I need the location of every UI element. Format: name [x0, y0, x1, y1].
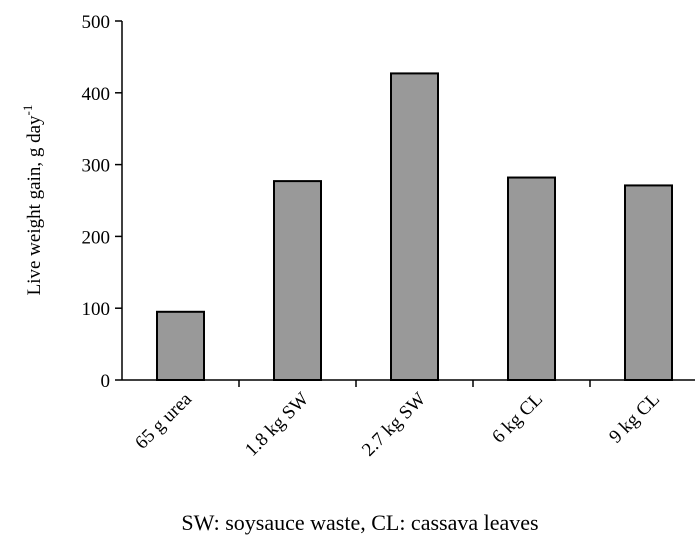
- footnote: SW: soysauce waste, CL: cassava leaves: [181, 510, 538, 535]
- y-tick-label: 400: [82, 84, 111, 105]
- x-tick-label: 6 kg CL: [488, 389, 547, 448]
- x-tick-label: 65 g urea: [131, 388, 196, 453]
- bar: [507, 176, 556, 381]
- x-tick-label: 9 kg CL: [605, 389, 664, 448]
- y-axis-label: Live weight gain, g day-1: [20, 105, 45, 296]
- y-axis-label-superscript: -1: [20, 105, 35, 116]
- bar: [156, 310, 205, 382]
- bar: [624, 184, 673, 381]
- y-tick-label: 500: [82, 12, 111, 33]
- bar: [273, 180, 322, 381]
- y-tick-label: 300: [82, 156, 111, 177]
- y-tick-label: 100: [82, 299, 111, 320]
- bar: [390, 72, 439, 381]
- y-tick-label: 200: [82, 227, 111, 248]
- x-tick-label: 1.8 kg SW: [241, 389, 313, 461]
- y-tick-label: 0: [101, 371, 111, 392]
- y-axis-label-text: Live weight gain, g day: [24, 115, 45, 295]
- x-tick-label: 2.7 kg SW: [358, 389, 430, 461]
